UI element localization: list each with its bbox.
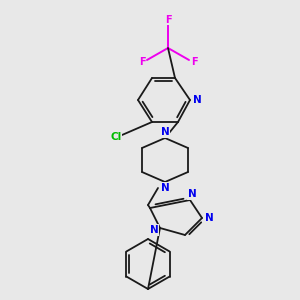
- Text: N: N: [188, 189, 196, 199]
- Text: Cl: Cl: [110, 132, 122, 142]
- Text: F: F: [191, 57, 197, 67]
- Text: F: F: [165, 15, 171, 25]
- Text: N: N: [150, 225, 158, 235]
- Text: N: N: [193, 95, 201, 105]
- Text: N: N: [160, 127, 169, 137]
- Text: F: F: [139, 57, 145, 67]
- Text: N: N: [205, 213, 213, 223]
- Text: N: N: [160, 183, 169, 193]
